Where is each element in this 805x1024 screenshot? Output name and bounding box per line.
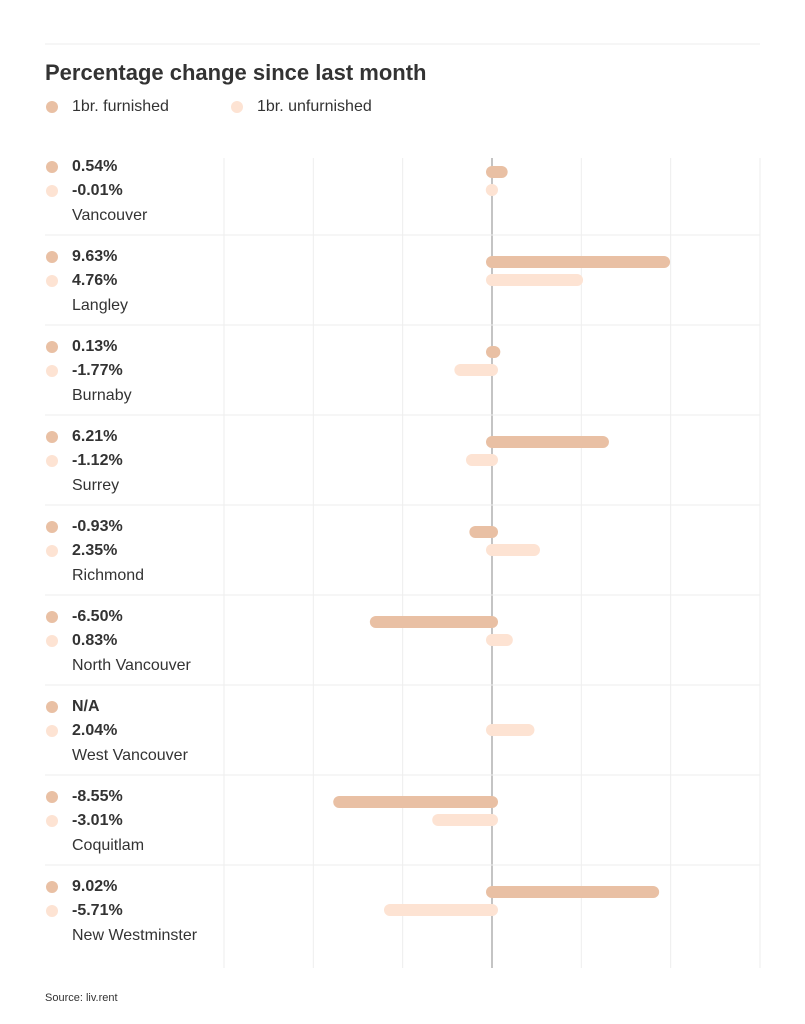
category-label: Burnaby — [72, 387, 132, 404]
label-swatch — [46, 431, 58, 443]
value-label: -1.12% — [72, 452, 123, 469]
label-swatch — [46, 881, 58, 893]
label-swatch — [46, 455, 58, 467]
value-label: 9.63% — [72, 248, 117, 265]
value-label: 0.83% — [72, 632, 117, 649]
category-label: West Vancouver — [72, 747, 189, 764]
category-label: Surrey — [72, 477, 119, 494]
value-label: -0.93% — [72, 518, 123, 535]
category-label: North Vancouver — [72, 657, 192, 674]
value-label: -1.77% — [72, 362, 123, 379]
value-label: N/A — [72, 698, 100, 715]
category-label: Richmond — [72, 567, 144, 584]
label-swatch — [46, 251, 58, 263]
label-swatch — [46, 905, 58, 917]
legend-swatch — [231, 101, 243, 113]
category-label: New Westminster — [72, 927, 198, 944]
category-label: Coquitlam — [72, 837, 144, 854]
label-swatch — [46, 611, 58, 623]
label-swatch — [46, 185, 58, 197]
label-swatch — [46, 365, 58, 377]
legend-label: 1br. furnished — [72, 98, 169, 115]
value-label: 0.13% — [72, 338, 117, 355]
label-swatch — [46, 791, 58, 803]
value-label: -5.71% — [72, 902, 123, 919]
label-swatch — [46, 701, 58, 713]
label-swatch — [46, 725, 58, 737]
value-label: 4.76% — [72, 272, 117, 289]
value-label: -0.01% — [72, 182, 123, 199]
value-label: 6.21% — [72, 428, 117, 445]
label-swatch — [46, 341, 58, 353]
label-swatch — [46, 545, 58, 557]
chart-title: Percentage change since last month — [45, 60, 426, 85]
value-label: 9.02% — [72, 878, 117, 895]
legend-label: 1br. unfurnished — [257, 98, 372, 115]
label-swatch — [46, 275, 58, 287]
label-swatch — [46, 635, 58, 647]
legend-swatch — [46, 101, 58, 113]
value-label: 0.54% — [72, 158, 117, 175]
value-label: 2.35% — [72, 542, 117, 559]
value-label: 2.04% — [72, 722, 117, 739]
value-label: -6.50% — [72, 608, 123, 625]
label-swatch — [46, 521, 58, 533]
label-swatch — [46, 815, 58, 827]
value-label: -8.55% — [72, 788, 123, 805]
category-label: Langley — [72, 297, 128, 314]
source: Source: liv.rent — [45, 992, 118, 1004]
label-swatch — [46, 161, 58, 173]
value-label: -3.01% — [72, 812, 123, 829]
category-label: Vancouver — [72, 207, 148, 224]
